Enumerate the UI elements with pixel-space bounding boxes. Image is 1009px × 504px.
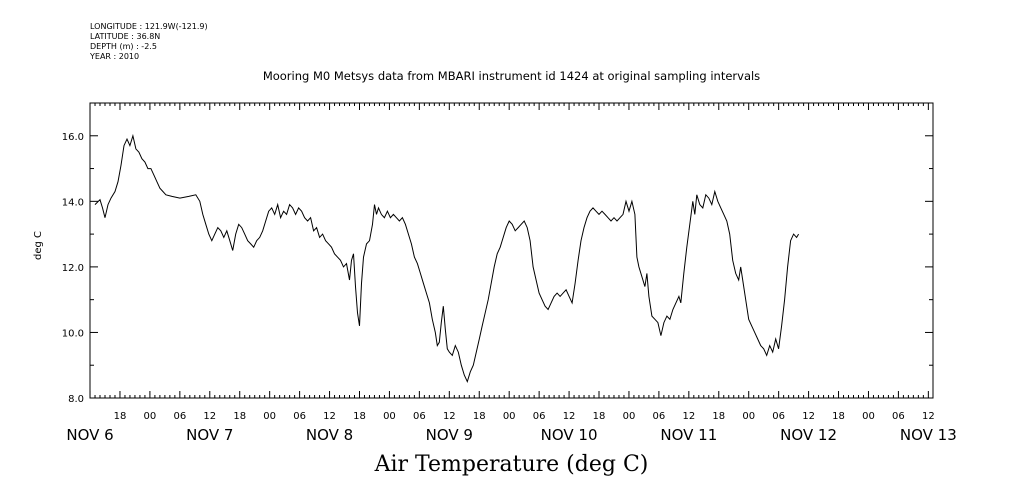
x-day-label: NOV 8	[306, 426, 353, 444]
year-label: YEAR : 2010	[90, 52, 140, 61]
axis-labels: 18 00 06 12 18 00 06 12 18 00 06 12 18 00 06 12 18 00 06 12…	[33, 132, 957, 444]
x-tick-label: 12	[323, 411, 336, 422]
x-day-label: NOV 11	[660, 426, 717, 444]
x-day-label: NOV 7	[186, 426, 233, 444]
x-tick-label: 12	[563, 411, 576, 422]
x-tick-label: 12	[443, 411, 456, 422]
x-day-label: NOV 6	[66, 426, 113, 444]
x-tick-label: 12	[802, 411, 815, 422]
depth-label: DEPTH (m) : -2.5	[90, 42, 157, 51]
x-tick-label: 06	[653, 411, 666, 422]
x-tick-label: 00	[383, 411, 396, 422]
x-tick-label: 00	[862, 411, 875, 422]
x-day-label: NOV 9	[426, 426, 473, 444]
x-tick-label: 12	[682, 411, 695, 422]
chart-title: Mooring M0 Metsys data from MBARI instru…	[262, 69, 761, 83]
x-tick-label: 06	[413, 411, 426, 422]
mooring-metadata: LONGITUDE : 121.9W(-121.9) LATITUDE : 36…	[90, 22, 208, 62]
latitude-label: LATITUDE : 36.8N	[90, 32, 161, 41]
x-tick-label: 00	[144, 411, 157, 422]
axis-ticks	[89, 103, 933, 398]
air-temperature-series-line	[94, 133, 800, 383]
plot-frame	[89, 102, 934, 399]
x-tick-label: 00	[623, 411, 636, 422]
x-tick-label: 18	[233, 411, 246, 422]
x-tick-label: 06	[892, 411, 905, 422]
y-tick-label: 14.0	[62, 197, 84, 208]
x-tick-label: 18	[473, 411, 486, 422]
x-tick-label: 00	[263, 411, 276, 422]
y-tick-label: 8.0	[68, 394, 84, 405]
y-tick-label: 10.0	[62, 328, 84, 339]
x-tick-label: 12	[203, 411, 216, 422]
x-tick-label: 18	[353, 411, 366, 422]
x-tick-label: 06	[173, 411, 186, 422]
x-tick-label: 00	[503, 411, 516, 422]
longitude-label: LONGITUDE : 121.9W(-121.9)	[90, 22, 208, 31]
y-tick-label: 16.0	[62, 132, 84, 143]
x-tick-label: 06	[772, 411, 785, 422]
x-tick-label: 00	[742, 411, 755, 422]
x-day-label: NOV 12	[780, 426, 837, 444]
x-tick-label: 18	[114, 411, 127, 422]
x-tick-label: 18	[593, 411, 606, 422]
y-axis-title: deg C	[33, 231, 44, 260]
x-tick-label: 06	[293, 411, 306, 422]
y-tick-label: 12.0	[62, 263, 84, 274]
x-tick-label: 06	[533, 411, 546, 422]
x-day-label: NOV 13	[900, 426, 957, 444]
x-tick-label: 12	[922, 411, 935, 422]
x-axis-title: Air Temperature (deg C)	[374, 452, 649, 477]
x-tick-label: 18	[832, 411, 845, 422]
x-day-label: NOV 10	[541, 426, 598, 444]
x-tick-label: 18	[712, 411, 725, 422]
